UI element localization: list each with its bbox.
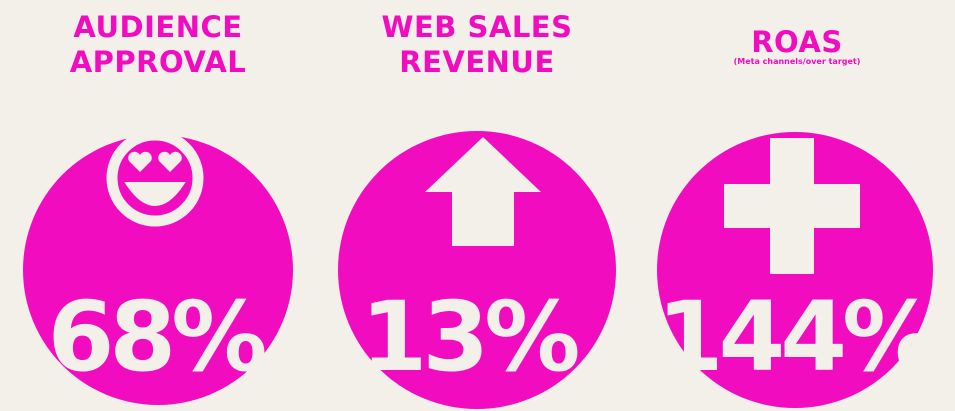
card-title: WEB SALES bbox=[381, 10, 572, 44]
stat-value: 68% bbox=[48, 281, 266, 393]
card-title: ROAS bbox=[751, 25, 843, 59]
stat-circle bbox=[338, 131, 616, 409]
card-title: REVENUE bbox=[399, 45, 555, 79]
card-title: AUDIENCE bbox=[73, 10, 242, 44]
arrow-up-icon bbox=[425, 137, 541, 246]
smiley-icon bbox=[106, 129, 204, 227]
plus-icon bbox=[724, 138, 860, 274]
stat-value: 13% bbox=[361, 281, 579, 393]
card-subtitle: (Meta channels/over target) bbox=[734, 57, 861, 66]
stat-value: 144% bbox=[657, 281, 936, 393]
stat-circle bbox=[23, 135, 293, 405]
card-title: APPROVAL bbox=[70, 45, 247, 79]
stat-suffix: YOY bbox=[577, 364, 595, 372]
